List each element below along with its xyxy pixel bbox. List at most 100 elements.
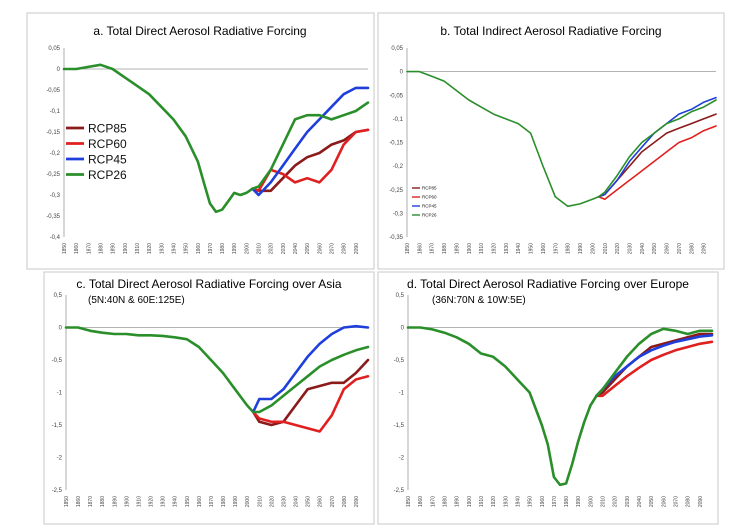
panel-d-frame xyxy=(377,271,719,525)
panel-a-series-rcp45 xyxy=(251,86,370,197)
panel-d-x-tick-label: 1860 xyxy=(418,496,424,507)
panel-d-x-tick-label: 1850 xyxy=(406,496,412,507)
panel-d-y-tick-label: -2 xyxy=(399,456,405,462)
legend-label-rcp45: RCP45 xyxy=(88,152,127,166)
panel-c-x-tick-label: 2030 xyxy=(281,496,287,507)
panel-a: a. Total Direct Aerosol Radiative Forcin… xyxy=(26,12,375,270)
panel-d-x-tick-label: 1950 xyxy=(528,496,534,507)
panel-c-frame xyxy=(43,271,375,525)
panel-a-x-tick-label: 1900 xyxy=(123,243,129,254)
panel-b-x-tick-label: 1880 xyxy=(442,243,448,254)
panel-a-x-tick-label: 1930 xyxy=(159,243,165,254)
panel-a-x-tick-label: 2040 xyxy=(293,243,299,254)
panel-c-x-tick-label: 1910 xyxy=(136,496,142,507)
panel-d-x-tick-label: 1900 xyxy=(467,496,473,507)
panel-c-x-tick-label: 1860 xyxy=(76,496,82,507)
panel-c-x-tick-label: 2090 xyxy=(354,496,360,507)
panel-d-x-tick-label: 1930 xyxy=(503,496,509,507)
panel-b-x-tick-label: 2020 xyxy=(615,243,621,254)
panel-d-y-tick-label: -1 xyxy=(399,391,405,397)
panel-a-x-tick-label: 2080 xyxy=(342,243,348,254)
panel-a-y-tick-label: -0,4 xyxy=(50,235,61,241)
panel-a-x-tick-label: 1990 xyxy=(232,243,238,254)
panel-a-x-tick-label: 1880 xyxy=(98,243,104,254)
panel-a-x-tick-label: 2060 xyxy=(317,243,323,254)
panel-c-x-tick-label: 1980 xyxy=(221,496,227,507)
panel-c-series-rcp45 xyxy=(251,324,370,414)
panel-a-x-tick-label: 1980 xyxy=(220,243,226,254)
panel-d-x-tick-label: 2030 xyxy=(625,496,631,507)
panel-d-y-tick-label: -0,5 xyxy=(394,358,405,364)
panel-d-y-tick-label: 0,5 xyxy=(396,293,405,299)
panel-d-x-tick-label: 1920 xyxy=(491,496,497,507)
panel-a-y-tick-label: 0 xyxy=(57,67,61,73)
panel-b-y-tick-label: -0,25 xyxy=(389,188,403,194)
panel-b-x-tick-label: 2080 xyxy=(689,243,695,254)
panel-d-y-tick-label: -1,5 xyxy=(394,423,405,429)
panel-c-x-tick-label: 2070 xyxy=(330,496,336,507)
panel-d-x-tick-label: 1940 xyxy=(515,496,521,507)
panel-a-x-tick-label: 2070 xyxy=(330,243,336,254)
legend-label-rcp85: RCP85 xyxy=(422,186,437,191)
panel-c-y-tick-label: -1 xyxy=(57,391,63,397)
panel-b-x-tick-label: 1870 xyxy=(430,243,436,254)
panel-a-x-tick-label: 1950 xyxy=(184,243,190,254)
panel-d-x-tick-label: 1960 xyxy=(540,496,546,507)
panel-c-subtitle: (5N:40N & 60E:125E) xyxy=(88,295,185,306)
panel-a-x-tick-label: 2020 xyxy=(269,243,275,254)
panel-b-x-tick-label: 1950 xyxy=(529,243,535,254)
legend-label-rcp26: RCP26 xyxy=(422,213,437,218)
panel-a-frame xyxy=(26,12,375,270)
panel-c-y-tick-label: -0,5 xyxy=(52,358,63,364)
panel-b-y-tick-label: 0 xyxy=(400,70,404,76)
panel-b-x-tick-label: 2040 xyxy=(640,243,646,254)
panel-b-x-tick-label: 2050 xyxy=(652,243,658,254)
panel-c-x-tick-label: 2040 xyxy=(294,496,300,507)
panel-c-series-rcp26 xyxy=(251,345,370,414)
panel-b-x-tick-label: 1910 xyxy=(479,243,485,254)
panel-b-plot: 0,05 0 -0,05 -0,1 -0,15 -0,2 -0,25 -0,3 -0,35185… xyxy=(389,46,717,254)
panel-a-x-tick-label: 1970 xyxy=(208,243,214,254)
panel-d-x-tick-label: 1870 xyxy=(430,496,436,507)
panel-b-x-tick-label: 1850 xyxy=(405,243,411,254)
panel-d: d. Total Direct Aerosol Radiative Forcin… xyxy=(377,271,719,525)
legend-label-rcp45: RCP45 xyxy=(422,204,437,209)
panel-a-x-tick-label: 1920 xyxy=(147,243,153,254)
panel-a-x-tick-label: 1910 xyxy=(135,243,141,254)
legend-label-rcp85: RCP85 xyxy=(88,121,127,135)
panel-c-y-tick-label: 0,5 xyxy=(54,293,63,299)
panel-c-x-tick-label: 1990 xyxy=(233,496,239,507)
panel-d-series-rcp85 xyxy=(595,332,714,398)
panel-c-x-tick-label: 2020 xyxy=(269,496,275,507)
panel-c-y-tick-label: 0 xyxy=(59,326,63,332)
panel-a-series-rcp85 xyxy=(251,128,370,193)
panel-c-y-tick-label: -2,5 xyxy=(52,488,63,494)
panel-b-x-tick-label: 1980 xyxy=(566,243,572,254)
panel-d-x-tick-label: 2020 xyxy=(613,496,619,507)
panel-d-x-tick-label: 2090 xyxy=(698,496,704,507)
panel-a-series-rcp26 xyxy=(251,101,370,190)
panel-a-x-tick-label: 1940 xyxy=(171,243,177,254)
panel-c-x-tick-label: 2050 xyxy=(306,496,312,507)
panel-b-series-rcp26 xyxy=(597,99,717,198)
panel-a-x-tick-label: 2090 xyxy=(354,243,360,254)
panel-d-historical-line xyxy=(406,326,598,487)
panel-c-x-tick-label: 1850 xyxy=(64,496,70,507)
panel-d-series-rcp60 xyxy=(595,340,714,398)
panel-c-x-tick-label: 1970 xyxy=(209,496,215,507)
panel-a-y-tick-label: -0,35 xyxy=(46,214,60,220)
panel-d-x-tick-label: 2000 xyxy=(588,496,594,507)
panel-d-title: d. Total Direct Aerosol Radiative Forcin… xyxy=(407,277,689,291)
panel-b-x-tick-label: 1890 xyxy=(454,243,460,254)
panel-b-y-tick-label: -0,3 xyxy=(393,211,404,217)
panel-b-x-tick-label: 1860 xyxy=(417,243,423,254)
panel-b-y-tick-label: -0,15 xyxy=(389,141,403,147)
panel-d-x-tick-label: 2060 xyxy=(661,496,667,507)
panel-d-x-tick-label: 1980 xyxy=(564,496,570,507)
panel-c-x-tick-label: 1960 xyxy=(197,496,203,507)
panel-b-y-tick-label: -0,2 xyxy=(393,164,404,170)
panel-c-x-tick-label: 2010 xyxy=(257,496,263,507)
panel-d-x-tick-label: 1970 xyxy=(552,496,558,507)
